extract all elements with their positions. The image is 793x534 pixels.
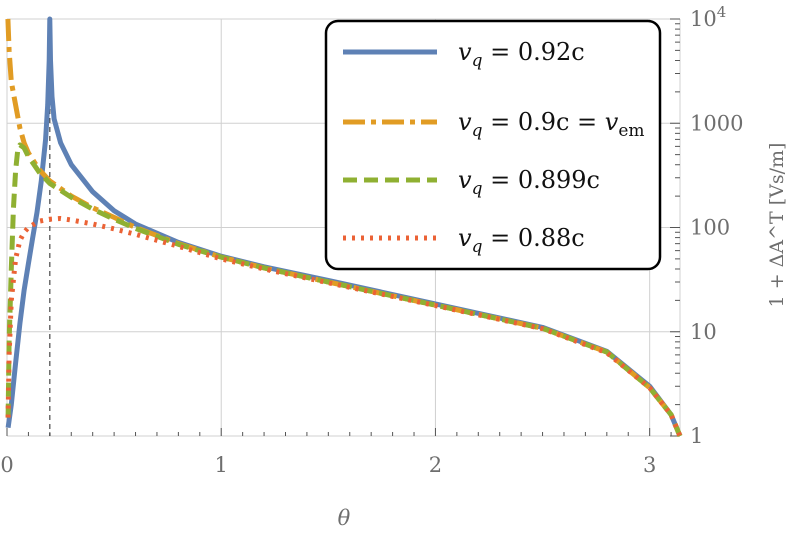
y-tick-label: 104: [690, 3, 726, 31]
legend-label-2: vq = 0.9c = vem: [458, 108, 645, 141]
legend: vq = 0.92c vq = 0.9c = vem vq = 0.899c vq =…: [324, 19, 662, 271]
series-layer: [5, 16, 683, 437]
series-line-4: [5, 216, 683, 437]
y-tick-label: 1: [690, 424, 703, 448]
legend-label-3: vq = 0.899c: [458, 166, 600, 199]
y-axis-label: 1 + ΔA^T [Vs/m]: [766, 143, 788, 308]
y-tick-label: 10: [690, 320, 717, 344]
legend-box: [324, 19, 662, 271]
x-tick-label: 2: [429, 453, 442, 477]
legend-label-1: vq = 0.92c: [458, 38, 585, 71]
legend-label-4: vq = 0.88c: [458, 224, 585, 257]
tick-labels: 0 1 2 3 1 10 100 1000 104: [0, 3, 743, 477]
y-tick-label: 100: [690, 216, 730, 240]
x-tick-label: 1: [215, 453, 228, 477]
x-axis-label: θ: [338, 506, 351, 530]
x-tick-label: 0: [0, 453, 13, 477]
y-tick-label: 1000: [690, 111, 743, 135]
x-tick-label: 3: [643, 453, 656, 477]
